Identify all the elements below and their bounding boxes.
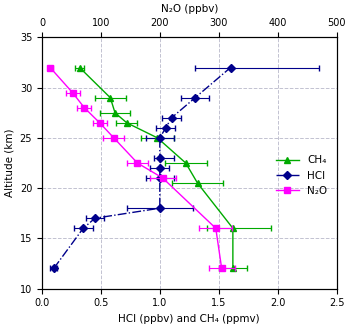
Y-axis label: Altitude (km): Altitude (km) [4,129,14,197]
X-axis label: HCl (ppbv) and CH₄ (ppmv): HCl (ppbv) and CH₄ (ppmv) [118,314,260,324]
Legend: CH₄, HCl, N₂O: CH₄, HCl, N₂O [272,151,331,200]
X-axis label: N₂O (ppbv): N₂O (ppbv) [161,4,218,14]
